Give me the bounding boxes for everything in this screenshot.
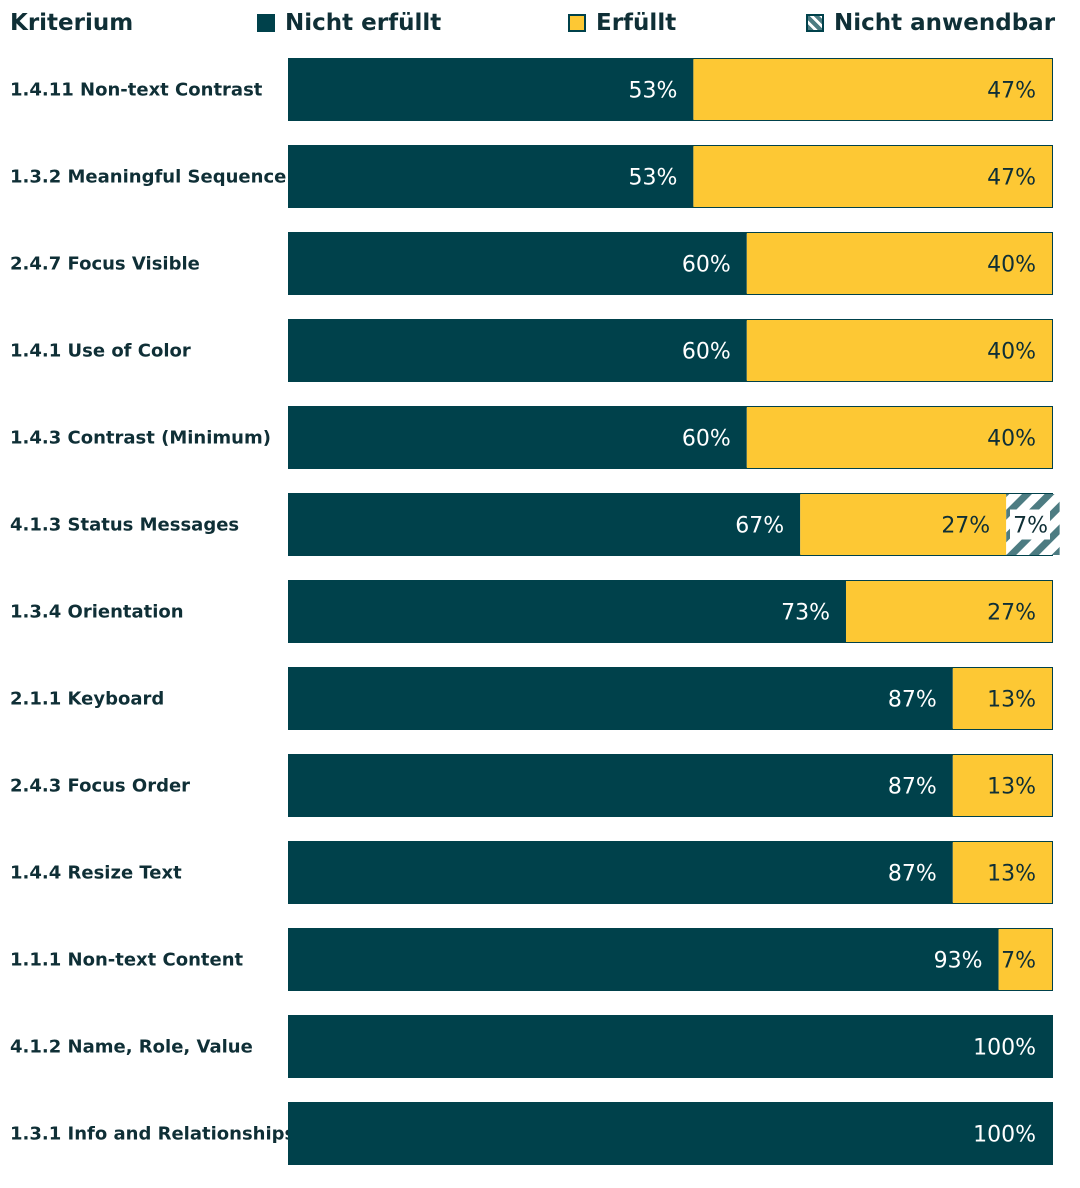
category-label: 1.1.1 Non-text Content — [10, 950, 244, 971]
bar-row: 1.3.1 Info and Relationships 100% — [10, 1102, 1053, 1165]
value-label-erfuellt: 47% — [987, 79, 1036, 104]
bar-segment-erfuellt — [952, 668, 1052, 729]
bar-segment-nicht-erfuellt — [289, 755, 953, 816]
legend-label-nicht-anwendbar: Nicht anwendbar — [834, 10, 1056, 36]
bar-segment-erfuellt — [746, 320, 1052, 381]
category-label: 2.4.7 Focus Visible — [10, 254, 200, 275]
category-label: 1.4.11 Non-text Contrast — [10, 80, 263, 101]
bar-segment-nicht-erfuellt — [289, 233, 747, 294]
chart-header: Kriterium Nicht erfüllt Erfüllt Nicht an… — [0, 0, 1080, 50]
bar-row: 1.3.4 Orientation 73% 27% — [10, 580, 1053, 643]
bar-segment-nicht-erfuellt — [289, 1103, 1052, 1164]
value-label-nicht-anwendbar: 7% — [1013, 514, 1048, 539]
bar-row: 4.1.2 Name, Role, Value 100% — [10, 1015, 1053, 1078]
bar-segment-nicht-erfuellt — [289, 146, 694, 207]
bar-row: 1.4.11 Non-text Contrast 53% 47% — [10, 58, 1053, 121]
bar-row: 1.4.1 Use of Color 60% 40% — [10, 319, 1053, 382]
bar-segment-nicht-erfuellt — [289, 1016, 1052, 1077]
value-label-nicht-erfuellt: 73% — [781, 601, 830, 626]
category-label: 1.4.1 Use of Color — [10, 341, 191, 362]
legend-label-erfuellt: Erfüllt — [596, 10, 677, 36]
value-label-nicht-erfuellt: 67% — [735, 514, 784, 539]
bar-row: 1.4.3 Contrast (Minimum) 60% 40% — [10, 406, 1053, 469]
category-label: 2.1.1 Keyboard — [10, 689, 164, 710]
value-label-nicht-erfuellt: 87% — [888, 775, 937, 800]
value-label-nicht-erfuellt: 60% — [682, 427, 731, 452]
bar-segment-nicht-erfuellt — [289, 407, 747, 468]
category-label: 1.3.2 Meaningful Sequence — [10, 167, 286, 188]
legend-item-erfuellt: Erfüllt — [568, 10, 676, 36]
bar-segment-nicht-erfuellt — [289, 59, 694, 120]
bar-segment-erfuellt — [800, 494, 1007, 555]
bar-row: 1.3.2 Meaningful Sequence 53% 47% — [10, 145, 1053, 208]
category-label: 4.1.3 Status Messages — [10, 515, 239, 536]
value-label-background — [1010, 509, 1050, 540]
value-label-nicht-erfuellt: 60% — [682, 340, 731, 365]
value-label-erfuellt: 13% — [987, 775, 1036, 800]
bar-segment-nicht-erfuellt — [289, 320, 747, 381]
bar-segment-erfuellt — [693, 146, 1052, 207]
legend-swatch-erfuellt-icon — [568, 14, 586, 32]
bar-segment-nicht-erfuellt — [289, 494, 801, 555]
bar-row: 2.4.7 Focus Visible 60% 40% — [10, 232, 1053, 295]
value-label-erfuellt: 7% — [1001, 949, 1036, 974]
bar-row: 2.1.1 Keyboard 87% 13% — [10, 667, 1053, 730]
bar-segment-erfuellt — [998, 929, 1052, 990]
bar-segment-erfuellt — [693, 59, 1052, 120]
legend-label-nicht-erfuellt: Nicht erfüllt — [285, 10, 442, 36]
value-label-erfuellt: 40% — [987, 253, 1036, 278]
bar-row: 4.1.3 Status Messages 67% 27% 7% — [10, 493, 1060, 556]
value-label-nicht-erfuellt: 53% — [628, 79, 677, 104]
category-label: 2.4.3 Focus Order — [10, 776, 190, 797]
category-label: 1.4.4 Resize Text — [10, 863, 182, 884]
legend-swatch-nicht-anwendbar-icon — [806, 14, 824, 32]
value-label-erfuellt: 47% — [987, 166, 1036, 191]
value-label-nicht-erfuellt: 100% — [973, 1123, 1036, 1148]
bar-segment-nicht-erfuellt — [289, 668, 953, 729]
value-label-nicht-erfuellt: 87% — [888, 862, 937, 887]
bar-segment-nicht-erfuellt — [289, 842, 953, 903]
value-label-nicht-erfuellt: 53% — [628, 166, 677, 191]
category-label: 4.1.2 Name, Role, Value — [10, 1037, 253, 1058]
value-label-nicht-erfuellt: 100% — [973, 1036, 1036, 1061]
column-header-kriterium: Kriterium — [10, 10, 134, 36]
value-label-erfuellt: 27% — [987, 601, 1036, 626]
category-label: 1.3.4 Orientation — [10, 602, 184, 623]
value-label-erfuellt: 40% — [987, 427, 1036, 452]
bar-segment-erfuellt — [845, 581, 1052, 642]
category-label: 1.4.3 Contrast (Minimum) — [10, 428, 271, 449]
value-label-erfuellt: 27% — [941, 514, 990, 539]
value-label-erfuellt: 13% — [987, 862, 1036, 887]
value-label-erfuellt: 40% — [987, 340, 1036, 365]
legend-swatch-nicht-erfuellt-icon — [257, 14, 275, 32]
bar-segment-erfuellt — [746, 233, 1052, 294]
value-label-erfuellt: 13% — [987, 688, 1036, 713]
bar-segment-erfuellt — [746, 407, 1052, 468]
legend-item-nicht-anwendbar: Nicht anwendbar — [806, 10, 1055, 36]
bar-row: 2.4.3 Focus Order 87% 13% — [10, 754, 1053, 817]
bar-segment-nicht-erfuellt — [289, 929, 999, 990]
value-label-nicht-erfuellt: 60% — [682, 253, 731, 278]
value-label-nicht-erfuellt: 87% — [888, 688, 937, 713]
bar-segment-erfuellt — [952, 755, 1052, 816]
bar-segment-erfuellt — [952, 842, 1052, 903]
value-label-nicht-erfuellt: 93% — [934, 949, 983, 974]
bar-row: 1.1.1 Non-text Content 93% 7% — [10, 928, 1053, 991]
legend-item-nicht-erfuellt: Nicht erfüllt — [257, 10, 441, 36]
bar-row: 1.4.4 Resize Text 87% 13% — [10, 841, 1053, 904]
bar-segment-nicht-erfuellt — [289, 581, 846, 642]
category-label: 1.3.1 Info and Relationships — [10, 1124, 295, 1145]
